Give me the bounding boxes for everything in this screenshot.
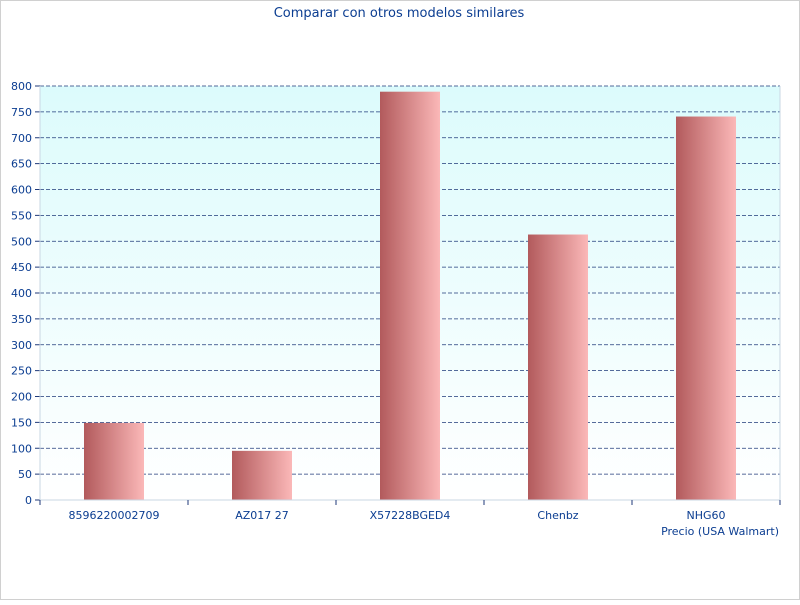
y-tick-label: 700: [11, 132, 32, 145]
y-tick-label: 250: [11, 365, 32, 378]
y-tick-label: 600: [11, 184, 32, 197]
bar: [380, 91, 440, 500]
y-tick-label: 300: [11, 339, 32, 352]
x-tick-label: NHG60: [686, 509, 725, 522]
y-tick-label: 800: [11, 80, 32, 93]
y-tick-label: 50: [18, 468, 32, 481]
x-tick-label: AZ017 27: [235, 509, 289, 522]
x-axis-title: Precio (USA Walmart): [661, 525, 779, 538]
y-tick-label: 400: [11, 287, 32, 300]
y-tick-label: 350: [11, 313, 32, 326]
y-tick-label: 650: [11, 158, 32, 171]
bar: [84, 422, 144, 500]
y-tick-label: 550: [11, 209, 32, 222]
bars: [84, 91, 736, 500]
y-tick-label: 200: [11, 391, 32, 404]
chart-title: Comparar con otros modelos similares: [274, 6, 525, 21]
axes: 0 50 100 150 200 250 300 350 400 450 500 550 600 650 7…: [11, 80, 781, 522]
x-tick-label: Chenbz: [537, 509, 578, 522]
y-tick-label: 150: [11, 416, 32, 429]
y-tick-label: 500: [11, 235, 32, 248]
x-tick-label: X57228BGED4: [370, 509, 451, 522]
y-tick-label: 0: [25, 494, 32, 507]
bar: [232, 450, 292, 500]
y-tick-label: 450: [11, 261, 32, 274]
bar: [676, 116, 736, 500]
y-tick-label: 750: [11, 106, 32, 119]
y-tick-label: 100: [11, 442, 32, 455]
bar: [528, 234, 588, 500]
x-tick-label: 8596220002709: [69, 509, 160, 522]
